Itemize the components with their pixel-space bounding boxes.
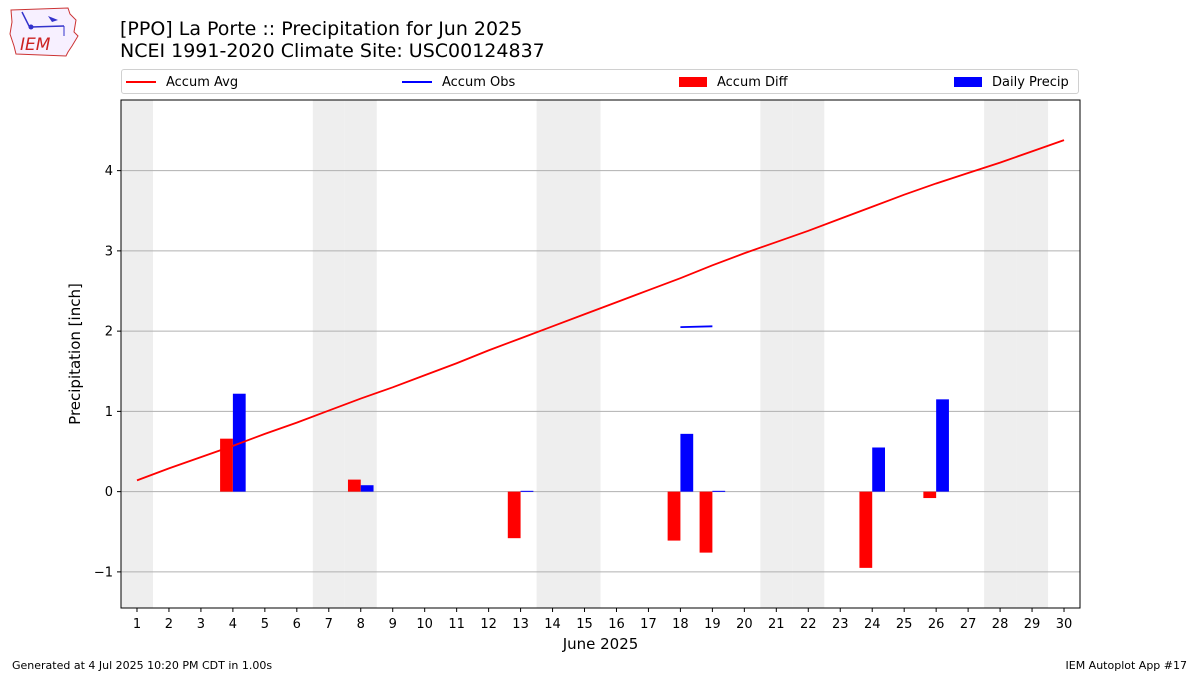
y-tick-label: 2 — [105, 325, 113, 340]
legend-swatch — [126, 81, 156, 83]
daily-precip-bar — [936, 399, 949, 492]
chart-subtitle: NCEI 1991-2020 Climate Site: USC00124837 — [120, 40, 545, 62]
x-tick-label: 2 — [165, 617, 173, 632]
chart-legend: Accum Avg Accum Obs Accum Diff Daily Pre… — [121, 69, 1079, 94]
y-tick-label: 4 — [105, 164, 113, 179]
x-tick-label: 21 — [768, 617, 785, 632]
weekend-shade — [760, 100, 793, 608]
accum-obs-line — [680, 325, 713, 329]
x-tick-label: 8 — [357, 617, 365, 632]
legend-swatch — [679, 77, 707, 87]
weekend-shade — [792, 100, 825, 608]
x-axis-label: June 2025 — [562, 635, 639, 653]
daily-precip-bar — [232, 393, 246, 492]
footer-generated: Generated at 4 Jul 2025 10:20 PM CDT in … — [12, 659, 273, 672]
y-tick-label: −1 — [94, 565, 113, 580]
legend-label: Accum Avg — [166, 74, 239, 90]
legend-label: Daily Precip — [992, 74, 1069, 90]
chart-title: [PPO] La Porte :: Precipitation for Jun … — [120, 18, 523, 40]
weekend-shade — [312, 100, 345, 608]
legend-item-accum-avg: Accum Avg — [126, 74, 238, 90]
x-tick-label: 7 — [325, 617, 333, 632]
logo-text: IEM — [20, 35, 51, 55]
daily-precip-bar — [680, 433, 694, 492]
x-tick-label: 18 — [672, 617, 689, 632]
x-tick-label: 24 — [864, 617, 881, 632]
legend-item-accum-diff: Accum Diff — [679, 74, 788, 90]
y-tick-label: 3 — [105, 244, 113, 259]
x-tick-label: 4 — [229, 617, 237, 632]
x-tick-label: 30 — [1056, 617, 1073, 632]
accum-avg-line — [136, 139, 1065, 482]
plot-frame — [120, 99, 1081, 609]
daily-precip-bar — [872, 447, 886, 492]
x-tick-label: 1 — [133, 617, 141, 632]
legend-item-accum-obs: Accum Obs — [402, 74, 515, 90]
daily-precip-bar — [360, 485, 374, 492]
legend-item-daily-precip: Daily Precip — [954, 74, 1069, 90]
x-tick-label: 3 — [197, 617, 205, 632]
iem-logo: IEM — [8, 6, 80, 58]
accum-diff-bar — [220, 438, 233, 492]
daily-precip-bar — [520, 490, 534, 492]
x-tick-label: 17 — [640, 617, 657, 632]
footer-app: IEM Autoplot App #17 — [1065, 659, 1188, 672]
accum-diff-bar — [507, 491, 521, 539]
x-tick-label: 20 — [736, 617, 753, 632]
y-axis-label: Precipitation [inch] — [66, 283, 84, 425]
x-tick-label: 10 — [416, 617, 433, 632]
x-tick-label: 14 — [544, 617, 561, 632]
legend-swatch — [402, 81, 432, 83]
x-tick-label: 26 — [928, 617, 945, 632]
x-tick-label: 19 — [704, 617, 721, 632]
accum-diff-bar — [859, 491, 873, 568]
x-tick-label: 29 — [1024, 617, 1041, 632]
weekend-shade — [984, 100, 1017, 608]
x-tick-label: 28 — [992, 617, 1009, 632]
x-tick-label: 15 — [576, 617, 593, 632]
accum-diff-bar — [347, 479, 361, 492]
x-tick-label: 27 — [960, 617, 977, 632]
weekend-shade — [344, 100, 377, 608]
accum-diff-bar — [923, 491, 937, 499]
daily-precip-bar — [712, 490, 726, 492]
x-tick-label: 22 — [800, 617, 817, 632]
legend-swatch — [954, 77, 982, 87]
x-tick-label: 6 — [293, 617, 301, 632]
x-tick-label: 9 — [389, 617, 397, 632]
x-tick-label: 16 — [608, 617, 625, 632]
x-tick-label: 12 — [480, 617, 497, 632]
weekend-shade — [536, 100, 569, 608]
legend-label: Accum Obs — [442, 74, 516, 90]
weekend-shade — [121, 100, 153, 608]
accum-diff-bar — [667, 491, 681, 541]
x-tick-label: 5 — [261, 617, 269, 632]
accum-diff-bar — [699, 491, 713, 553]
x-tick-label: 11 — [448, 617, 465, 632]
x-tick-label: 13 — [512, 617, 529, 632]
weekend-shade — [568, 100, 601, 608]
iowa-outline — [9, 7, 79, 57]
legend-label: Accum Diff — [717, 74, 788, 90]
x-tick-label: 25 — [896, 617, 913, 632]
weekend-shade — [1016, 100, 1049, 608]
x-tick-label: 23 — [832, 617, 849, 632]
y-tick-label: 1 — [105, 405, 113, 420]
y-tick-label: 0 — [105, 485, 113, 500]
